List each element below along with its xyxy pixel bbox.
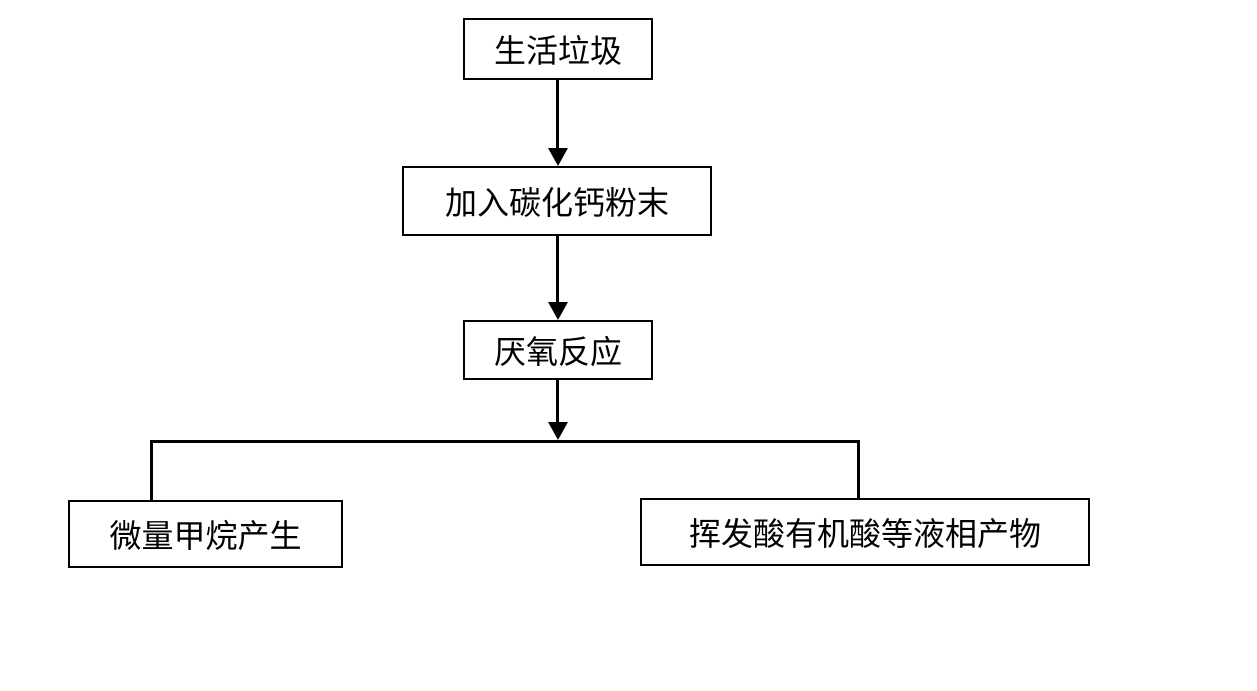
node-label: 生活垃圾	[494, 26, 622, 72]
node-volatile-acid-liquid: 挥发酸有机酸等液相产物	[640, 498, 1090, 566]
node-methane-trace: 微量甲烷产生	[68, 500, 343, 568]
node-label: 微量甲烷产生	[109, 511, 301, 557]
node-label: 厌氧反应	[494, 327, 622, 373]
node-household-waste: 生活垃圾	[463, 18, 653, 80]
arrow-head-2	[548, 302, 568, 320]
arrow-3	[556, 380, 559, 422]
split-left-vertical	[150, 440, 153, 500]
arrow-head-1	[548, 148, 568, 166]
arrow-1	[556, 80, 559, 148]
flowchart-container: 生活垃圾 加入碳化钙粉末 厌氧反应 微量甲烷产生 挥发酸有机酸等液相产物	[0, 0, 1257, 691]
split-horizontal	[150, 440, 860, 443]
node-label: 挥发酸有机酸等液相产物	[689, 509, 1041, 555]
node-anaerobic-reaction: 厌氧反应	[463, 320, 653, 380]
node-add-calcium-carbide: 加入碳化钙粉末	[402, 166, 712, 236]
arrow-2	[556, 236, 559, 302]
split-right-vertical	[857, 440, 860, 498]
node-label: 加入碳化钙粉末	[445, 178, 669, 224]
arrow-head-3	[548, 422, 568, 440]
